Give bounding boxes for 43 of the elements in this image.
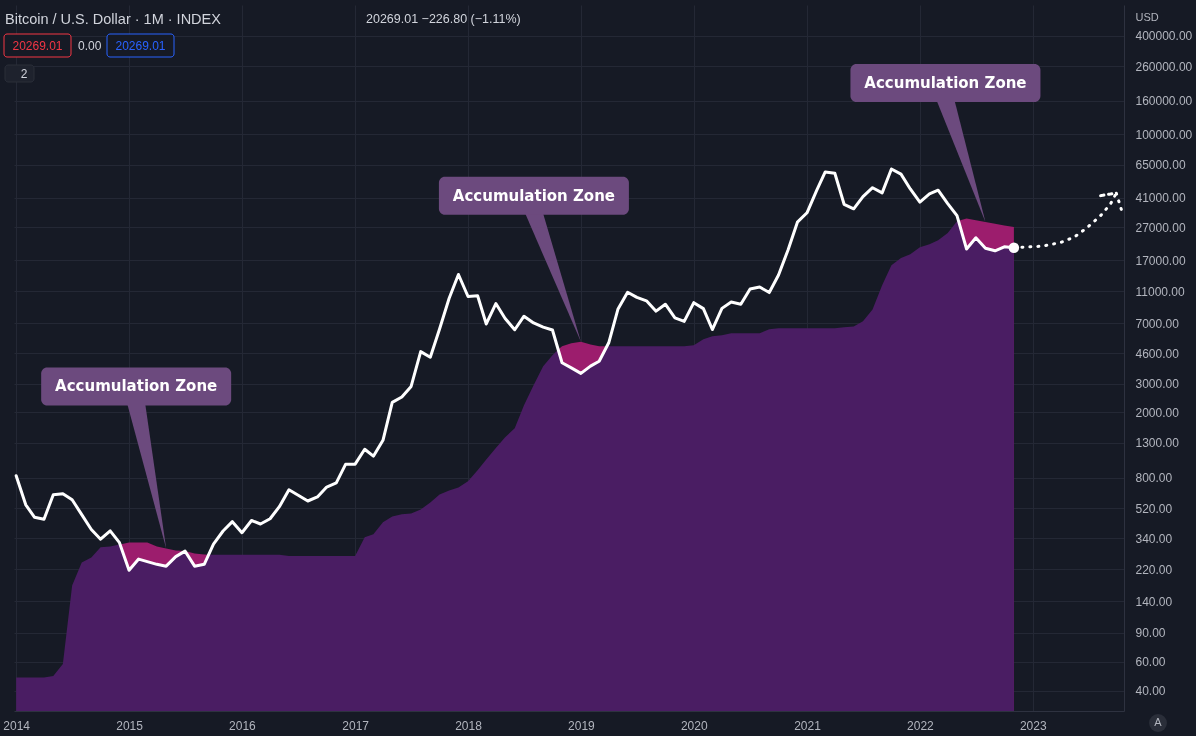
y-tick-label: 100000.00 — [1135, 127, 1193, 142]
chart-title: Bitcoin / U.S. Dollar · 1M · INDEX — [5, 11, 222, 27]
annotation: 2 — [20, 66, 28, 81]
y-tick-label: 3000.00 — [1135, 377, 1180, 392]
y-tick-label: 1300.00 — [1135, 436, 1180, 451]
annotation: Accumulation Zone — [55, 377, 218, 396]
y-tick-label: 4600.00 — [1135, 346, 1180, 361]
y-tick-label: 65000.00 — [1135, 158, 1186, 173]
y-tick-label: 800.00 — [1135, 471, 1173, 486]
y-tick-label: 400000.00 — [1135, 29, 1193, 44]
y-axis-title: USD — [1135, 10, 1159, 23]
annotation: 20269.01 — [12, 39, 63, 53]
y-tick-label: 140.00 — [1135, 594, 1173, 609]
annotation: 20269.01 −226.80 (−1.11%) — [366, 12, 521, 26]
annotation: 20269.01 — [115, 39, 166, 53]
y-tick-label: 90.00 — [1135, 626, 1166, 641]
y-tick-label: 27000.00 — [1135, 220, 1186, 235]
y-tick-label: 160000.00 — [1135, 94, 1193, 109]
x-tick-label: 2021 — [794, 718, 822, 733]
y-tick-label: 17000.00 — [1135, 253, 1186, 268]
annotation: 0.00 — [78, 39, 102, 53]
y-tick-label: 220.00 — [1135, 562, 1173, 577]
x-tick-label: 2020 — [680, 718, 708, 733]
y-tick-label: 340.00 — [1135, 531, 1173, 546]
x-tick-label: 2015 — [116, 718, 144, 733]
y-tick-label: 520.00 — [1135, 501, 1173, 516]
y-tick-label: 2000.00 — [1135, 405, 1180, 420]
y-tick-label: 7000.00 — [1135, 316, 1180, 331]
y-tick-label: 41000.00 — [1135, 191, 1186, 206]
x-tick-label: 2022 — [907, 718, 935, 733]
y-tick-label: 40.00 — [1135, 684, 1166, 699]
y-tick-label: 260000.00 — [1135, 59, 1193, 74]
x-tick-label: 2023 — [1019, 718, 1047, 733]
annotation: Accumulation Zone — [864, 73, 1027, 92]
annotation: Accumulation Zone — [452, 186, 616, 205]
x-tick-label: 2017 — [342, 718, 370, 733]
x-tick-label: 2016 — [229, 718, 257, 733]
text: A — [1154, 716, 1163, 728]
x-tick-label: 2018 — [455, 718, 483, 733]
x-tick-label: 2019 — [568, 718, 596, 733]
y-tick-label: 11000.00 — [1135, 284, 1185, 299]
x-tick-label: 2014 — [3, 718, 31, 733]
y-tick-label: 60.00 — [1135, 655, 1166, 670]
